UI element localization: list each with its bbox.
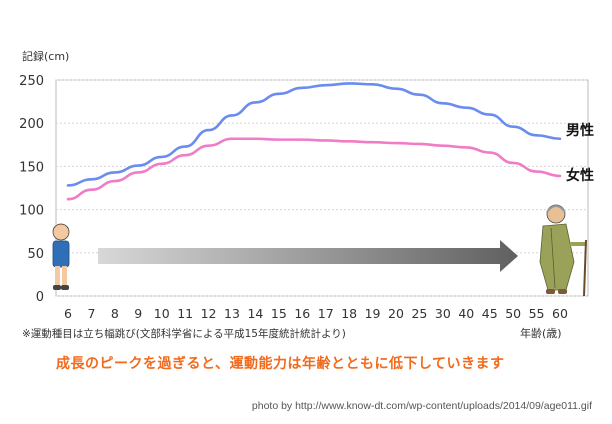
x-axis-title: 年齢(歳) <box>520 326 562 340</box>
series-line-female <box>66 137 562 201</box>
elderly-figure <box>539 204 587 297</box>
child-figure <box>52 223 70 290</box>
series-label-male: 男性 <box>566 122 594 139</box>
x-tick-label: 12 <box>201 306 217 321</box>
x-tick-label: 7 <box>87 306 95 321</box>
chart-caption: 成長のピークを過ぎると、運動能力は年齢とともに低下していきます <box>56 356 505 372</box>
x-tick-label: 50 <box>505 306 521 321</box>
x-tick-label: 9 <box>134 306 142 321</box>
y-tick-label: 200 <box>19 117 44 132</box>
x-tick-label: 13 <box>224 306 240 321</box>
x-tick-label: 20 <box>388 306 404 321</box>
y-tick-label: 100 <box>19 204 44 219</box>
chart-note: ※運動種目は立ち幅跳び(文部科学省による平成15年度統計統計より) <box>22 327 346 340</box>
series-label-female: 女性 <box>566 167 594 184</box>
x-tick-label: 15 <box>271 306 287 321</box>
x-tick-label: 11 <box>177 306 193 321</box>
y-axis-title: 記録(cm) <box>22 49 69 63</box>
labels: 記録(cm) 年齢(歳) ※運動種目は立ち幅跳び(文部科学省による平成15年度統計統… <box>22 49 594 340</box>
x-tick-label: 40 <box>458 306 474 321</box>
age-jump-line-chart: 0 50 100 150 200 250 6 7 8 9 10 11 12 13 14 15 16 17 18 19 2… <box>19 49 594 340</box>
series <box>66 82 562 201</box>
x-tick-label: 6 <box>64 306 72 321</box>
y-tick-label: 50 <box>27 247 44 262</box>
x-tick-label: 55 <box>529 306 545 321</box>
photo-credit: photo by http://www.know-dt.com/wp-conte… <box>251 400 592 412</box>
x-tick-label: 45 <box>482 306 498 321</box>
x-tick-label: 16 <box>294 306 310 321</box>
series-line-male <box>66 82 562 187</box>
x-tick-label: 25 <box>411 306 427 321</box>
y-tick-label: 150 <box>19 160 44 175</box>
x-tick-label: 19 <box>365 306 381 321</box>
age-progression-arrow <box>98 240 518 272</box>
x-tick-label: 14 <box>247 306 263 321</box>
x-tick-label: 8 <box>111 306 119 321</box>
y-tick-label: 250 <box>19 74 44 89</box>
y-tick-label: 0 <box>36 290 44 305</box>
x-tick-label: 18 <box>341 306 357 321</box>
x-tick-label: 30 <box>435 306 451 321</box>
axes: 0 50 100 150 200 250 6 7 8 9 10 11 12 13 14 15 16 17 18 19 2… <box>19 74 568 321</box>
x-tick-label: 10 <box>154 306 170 321</box>
x-tick-label: 17 <box>318 306 334 321</box>
x-tick-label: 60 <box>552 306 568 321</box>
